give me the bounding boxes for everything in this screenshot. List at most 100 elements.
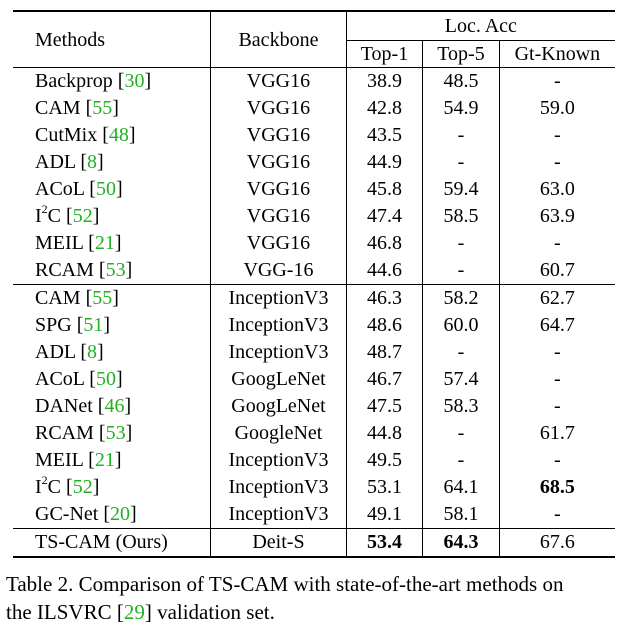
citation-link[interactable]: 51	[83, 314, 104, 336]
method-cell: MEIL [21]	[35, 449, 122, 471]
top1-cell: 49.5	[345, 447, 423, 474]
table-row: ADL [8] VGG16 44.9- -	[13, 149, 615, 176]
method-cell: ADL [8]	[35, 341, 104, 363]
backbone-cell: InceptionV3	[210, 501, 347, 529]
gt-known-cell: 60.7	[498, 257, 615, 285]
top1-cell: 47.5	[345, 393, 423, 420]
table-subheader-row: Top-1 Top-5 Gt-Known	[13, 40, 615, 68]
top1-cell: 53.1	[345, 474, 423, 501]
top1-cell: 46.8	[345, 230, 423, 257]
citation-link[interactable]: 46	[104, 395, 125, 417]
top5-cell: -	[422, 149, 500, 176]
header-top1: Top-1	[345, 40, 423, 68]
citation-link[interactable]: 21	[94, 232, 115, 254]
citation-link[interactable]: 50	[95, 178, 116, 200]
citation-link[interactable]: 48	[108, 124, 129, 146]
gt-known-cell: -	[498, 366, 615, 393]
method-name: CAM	[35, 287, 81, 309]
citation-link[interactable]: 21	[94, 449, 115, 471]
citation-link[interactable]: 52	[72, 205, 93, 227]
method-name: CutMix	[35, 124, 98, 146]
top5-cell: -	[422, 447, 500, 474]
gt-known-cell: 68.5	[498, 474, 615, 501]
method-cell: RCAM [53]	[35, 422, 133, 444]
top1-cell: 44.9	[345, 149, 423, 176]
top1-cell: 47.4	[345, 203, 423, 230]
backbone-cell: VGG16	[210, 176, 347, 203]
top5-cell: 58.5	[422, 203, 500, 230]
method-name: DANet	[35, 395, 93, 417]
table-row: GC-Net [20] InceptionV3 49.1 58.1-	[13, 501, 615, 529]
citation-link[interactable]: 8	[87, 341, 98, 363]
backbone-cell: InceptionV3	[210, 339, 347, 366]
backbone-cell: VGG16	[210, 203, 347, 230]
top5-cell: -	[422, 122, 500, 149]
citation-link[interactable]: 50	[95, 368, 116, 390]
method-name-suffix: C	[47, 476, 62, 498]
table-row: ACoL [50] VGG16 45.8 59.4 63.0	[13, 176, 615, 203]
method-cell: TS-CAM (Ours)	[13, 528, 211, 558]
caption-line-2: the ILSVRC [29] validation set.	[6, 598, 636, 626]
table-row: RCAM [53] GoogleNet 44.8-61.7	[13, 420, 615, 447]
method-name: ACoL	[35, 178, 85, 200]
top1-cell: 48.6	[345, 312, 423, 339]
citation-link[interactable]: 20	[110, 503, 130, 525]
header-methods: Methods	[13, 10, 211, 68]
top5-cell: -	[422, 230, 500, 257]
backbone-cell: InceptionV3	[210, 284, 347, 312]
gt-known-cell: 59.0	[498, 95, 615, 122]
caption-citation-29[interactable]: 29	[123, 600, 145, 624]
backbone-cell: VGG16	[210, 149, 347, 176]
table-row: MEIL [21] VGG16 46.8- -	[13, 230, 615, 257]
caption-line-2-pre: the ILSVRC [	[6, 600, 124, 624]
results-table: Methods Backbone Loc. Acc Top-1 Top-5 Gt…	[13, 10, 615, 558]
table-row: CAM [55] InceptionV3 46.3 58.2 62.7	[13, 284, 615, 312]
method-cell: Backprop [30]	[13, 67, 211, 95]
backbone-cell: VGG-16	[210, 257, 347, 285]
backbone-cell: Deit-S	[210, 528, 347, 558]
top1-cell: 46.7	[345, 366, 423, 393]
gt-known-cell: -	[498, 393, 615, 420]
top1-cell: 53.4	[345, 528, 423, 558]
citation-link[interactable]: 53	[105, 259, 126, 281]
gt-known-cell: -	[498, 339, 615, 366]
citation-link[interactable]: 30	[124, 70, 145, 92]
header-gt-known: Gt-Known	[498, 40, 615, 68]
top1-cell: 42.8	[345, 95, 423, 122]
header-top5: Top-5	[422, 40, 500, 68]
table-row: RCAM [53] VGG-16 44.6-60.7	[13, 257, 615, 285]
top5-cell: -	[422, 420, 500, 447]
top5-cell: -	[422, 257, 500, 285]
header-loc-acc: Loc. Acc	[345, 10, 615, 41]
citation-link[interactable]: 55	[92, 287, 113, 309]
method-cell: RCAM [53]	[35, 259, 133, 281]
gt-known-cell: -	[498, 230, 615, 257]
citation-link[interactable]: 8	[87, 151, 98, 173]
backbone-cell: VGG16	[210, 95, 347, 122]
method-cell: GC-Net [20]	[35, 503, 137, 525]
caption-line-2-post: ] validation set.	[144, 600, 275, 624]
gt-known-cell: 63.0	[498, 176, 615, 203]
method-name: MEIL	[35, 232, 84, 254]
citation-link[interactable]: 52	[72, 476, 93, 498]
top5-cell: 58.3	[422, 393, 500, 420]
backbone-cell: VGG16	[210, 67, 347, 95]
citation-link[interactable]: 55	[92, 97, 113, 119]
gt-known-cell: -	[498, 67, 615, 95]
method-cell: I2C [52]	[35, 473, 100, 498]
table-row: Backprop [30] VGG16 38.9 48.5-	[13, 67, 615, 95]
backbone-cell: InceptionV3	[210, 312, 347, 339]
table-row: MEIL [21] InceptionV3 49.5- -	[13, 447, 615, 474]
gt-known-cell: 63.9	[498, 203, 615, 230]
method-name: SPG	[35, 314, 72, 336]
backbone-cell: GoogleNet	[210, 420, 347, 447]
table-row: I2C [52] VGG16 47.4 58.5 63.9	[13, 203, 615, 230]
top1-cell: 46.3	[345, 284, 423, 312]
gt-known-cell: -	[498, 501, 615, 529]
table-row: CAM [55] VGG16 42.8 54.9 59.0	[13, 95, 615, 122]
top1-cell: 38.9	[345, 67, 423, 95]
citation-link[interactable]: 53	[105, 422, 126, 444]
gt-known-cell: 64.7	[498, 312, 615, 339]
method-name: ACoL	[35, 368, 85, 390]
top5-cell: -	[422, 339, 500, 366]
